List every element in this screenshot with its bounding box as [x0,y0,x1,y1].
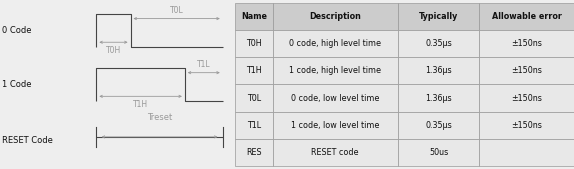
Text: 0 Code: 0 Code [2,26,32,35]
Text: T0L: T0L [170,6,184,15]
Text: Treset: Treset [147,113,172,122]
Text: 1 Code: 1 Code [2,80,32,89]
Text: RESET Code: RESET Code [2,136,53,145]
Text: T0H: T0H [106,46,121,55]
Text: T1L: T1L [197,60,211,69]
Text: T1H: T1H [133,100,148,109]
